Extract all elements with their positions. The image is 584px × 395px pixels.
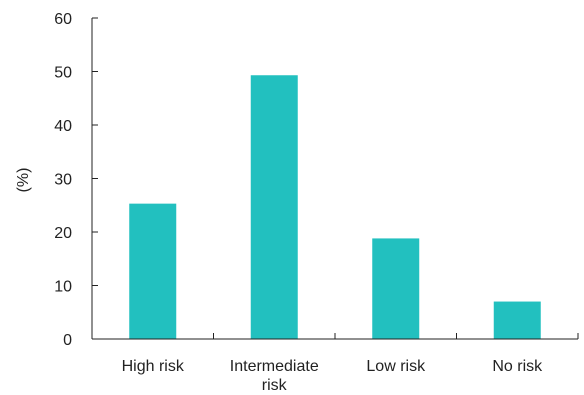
y-tick-label: 50 — [54, 65, 72, 82]
bars — [129, 75, 541, 340]
category-label: No risk — [492, 358, 543, 375]
bar — [372, 238, 420, 339]
y-tick-label: 60 — [54, 11, 72, 28]
y-tick-label: 40 — [54, 118, 72, 135]
bar — [250, 75, 298, 340]
y-ticks: 0 10 20 30 40 50 60 — [54, 11, 98, 349]
category-label: Intermediate — [230, 358, 319, 375]
y-axis-label: (%) — [15, 168, 32, 193]
category-label: risk — [262, 377, 288, 394]
y-tick-label: 20 — [54, 225, 72, 242]
y-tick-label: 10 — [54, 279, 72, 296]
category-label: High risk — [122, 358, 185, 375]
bar — [493, 301, 541, 339]
bar — [129, 203, 177, 339]
y-tick-label: 30 — [54, 172, 72, 189]
y-tick-label: 0 — [63, 332, 72, 349]
category-label: Low risk — [366, 358, 426, 375]
x-tick-labels: High risk Intermediate risk Low risk No risk — [122, 333, 579, 394]
